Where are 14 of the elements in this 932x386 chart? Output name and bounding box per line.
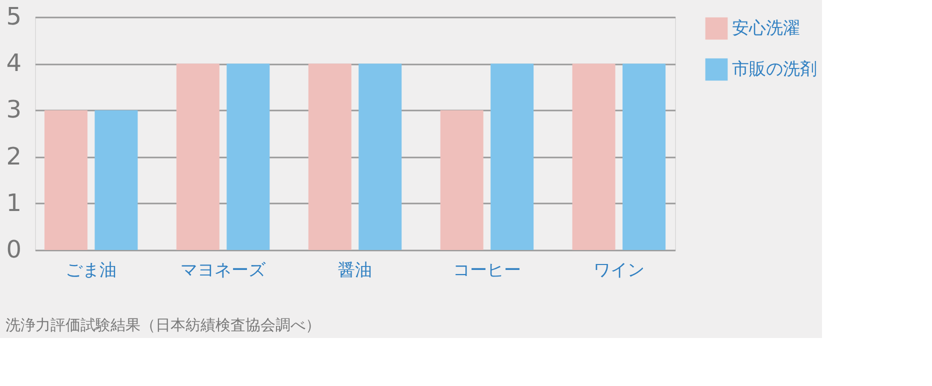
x-tick-label: コーヒー	[452, 260, 521, 280]
legend-label: 市販の洗剤	[732, 60, 817, 80]
y-tick-label: 3	[6, 96, 22, 124]
legend-label: 安心洗濯	[732, 18, 800, 38]
y-tick-label: 0	[6, 236, 22, 264]
x-tick-label: ワイン	[593, 260, 644, 280]
y-tick-label: 2	[6, 142, 22, 170]
text: 洗浄力評価試験結果（日本紡績検査協会調べ）	[6, 316, 321, 334]
x-tick-label: ごま油	[66, 260, 117, 280]
y-tick-label: 5	[6, 2, 22, 30]
y-tick-label: 4	[6, 49, 22, 78]
x-tick-label: マヨネーズ	[180, 260, 267, 280]
y-tick-label: 1	[6, 188, 22, 217]
x-tick-label: 醤油	[338, 260, 372, 280]
